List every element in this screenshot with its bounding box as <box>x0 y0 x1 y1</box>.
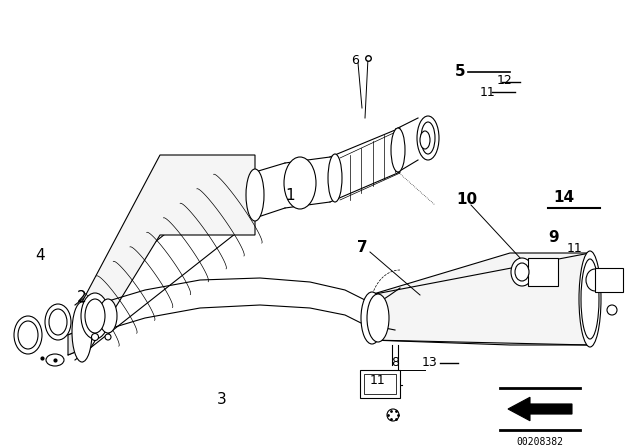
Text: 9: 9 <box>548 231 559 246</box>
Text: 11: 11 <box>567 241 583 254</box>
Bar <box>595 268 623 292</box>
Text: 6: 6 <box>351 53 359 66</box>
Ellipse shape <box>46 354 64 366</box>
Ellipse shape <box>367 294 389 342</box>
Ellipse shape <box>81 293 109 339</box>
Text: 7: 7 <box>356 241 367 255</box>
Text: 5: 5 <box>454 65 465 79</box>
Ellipse shape <box>361 292 383 344</box>
Ellipse shape <box>417 116 439 160</box>
Ellipse shape <box>85 299 105 333</box>
Ellipse shape <box>14 316 42 354</box>
Text: 00208382: 00208382 <box>516 437 563 447</box>
Ellipse shape <box>421 122 435 154</box>
Ellipse shape <box>391 128 405 172</box>
Ellipse shape <box>246 169 264 221</box>
Text: 4: 4 <box>35 247 45 263</box>
Ellipse shape <box>328 154 342 202</box>
Text: 13: 13 <box>422 357 438 370</box>
Bar <box>360 370 400 398</box>
Polygon shape <box>82 155 255 362</box>
Text: 2: 2 <box>77 290 87 306</box>
Ellipse shape <box>586 269 604 291</box>
Text: 10: 10 <box>456 193 477 207</box>
Ellipse shape <box>92 333 99 340</box>
Ellipse shape <box>284 157 316 209</box>
Ellipse shape <box>45 304 71 340</box>
Ellipse shape <box>72 302 92 362</box>
Ellipse shape <box>18 321 38 349</box>
Text: 1: 1 <box>285 188 295 202</box>
Ellipse shape <box>515 263 529 281</box>
Ellipse shape <box>511 258 533 286</box>
Text: 14: 14 <box>554 190 575 206</box>
Ellipse shape <box>579 251 601 347</box>
Ellipse shape <box>607 305 617 315</box>
Ellipse shape <box>49 309 67 335</box>
Ellipse shape <box>581 259 599 339</box>
Text: 11: 11 <box>480 86 496 99</box>
Bar <box>528 258 558 286</box>
Bar <box>364 374 396 394</box>
Ellipse shape <box>105 334 111 340</box>
Ellipse shape <box>420 131 430 149</box>
Text: 11: 11 <box>370 374 386 387</box>
Polygon shape <box>508 397 572 421</box>
Text: 3: 3 <box>217 392 227 408</box>
Text: 12: 12 <box>497 73 513 86</box>
Polygon shape <box>370 253 590 345</box>
Text: 8: 8 <box>391 357 399 370</box>
Polygon shape <box>68 328 85 355</box>
Ellipse shape <box>387 409 399 421</box>
Ellipse shape <box>99 299 117 333</box>
